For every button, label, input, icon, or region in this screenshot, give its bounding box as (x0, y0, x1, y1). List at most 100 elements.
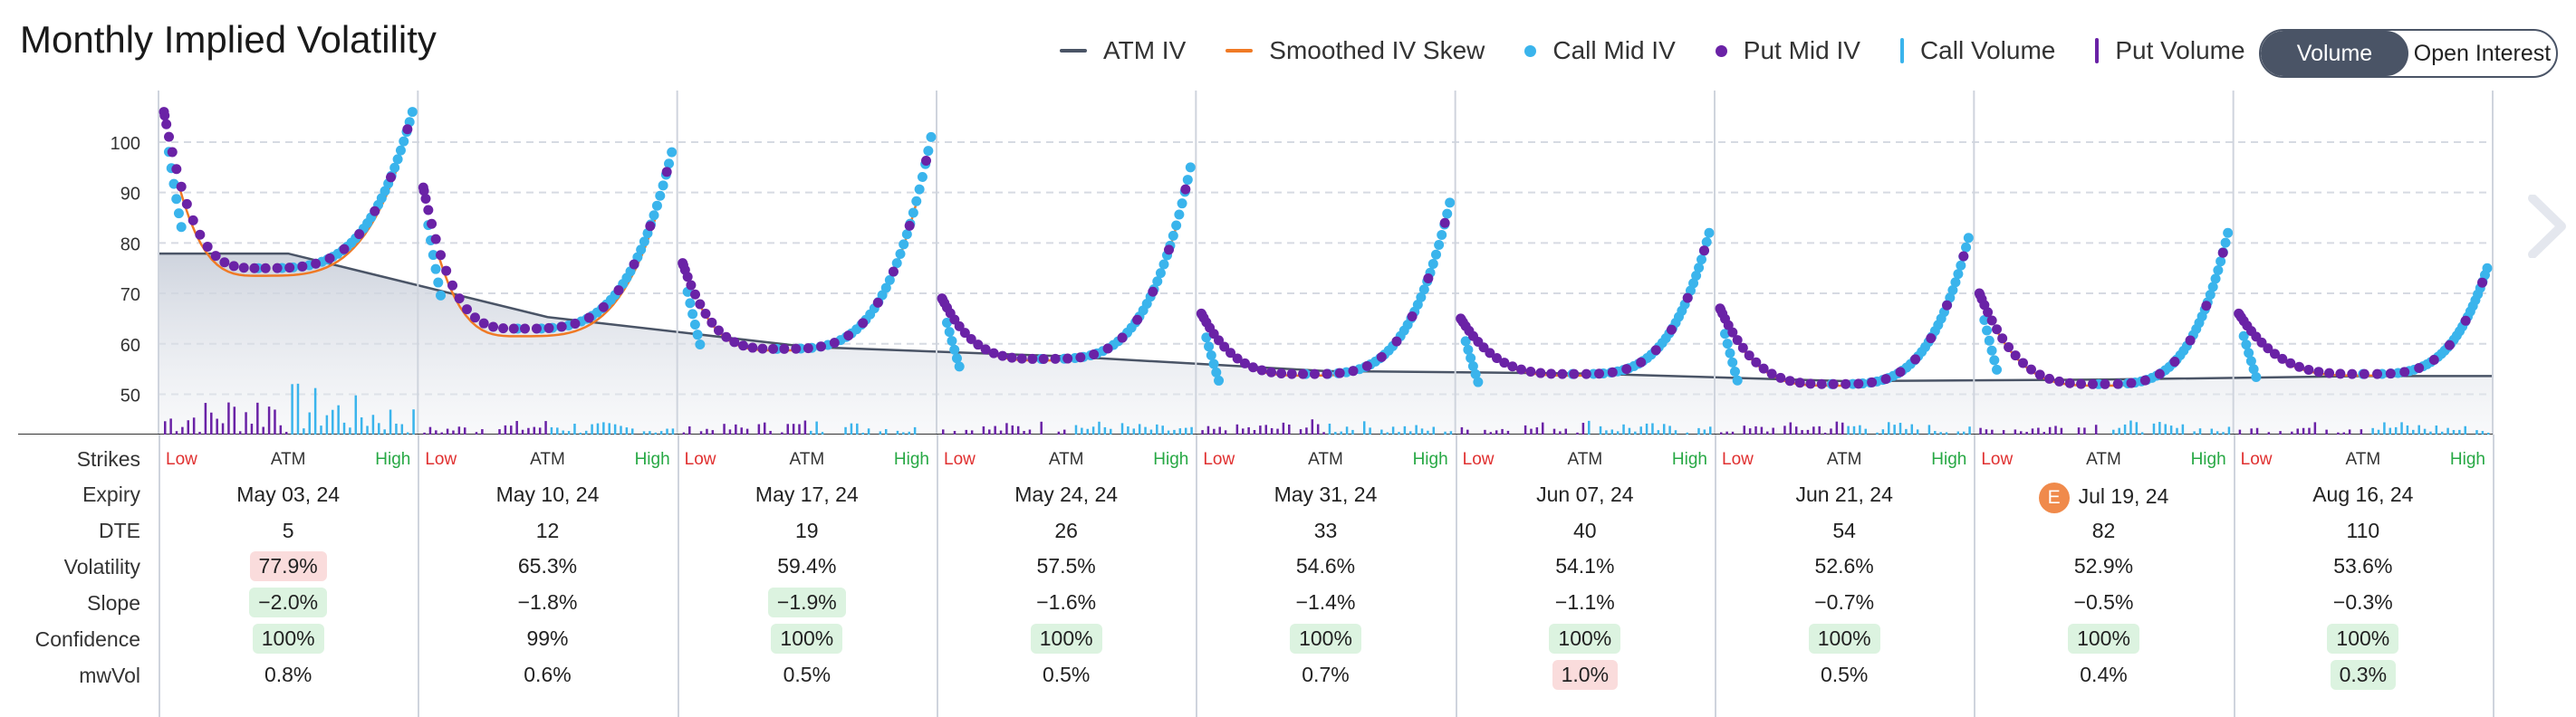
put-iv-point (461, 304, 472, 315)
call-iv-point (1691, 270, 1702, 281)
table-divider (159, 435, 160, 717)
legend-item[interactable]: Call Volume (1899, 36, 2055, 65)
legend-item[interactable]: Smoothed IV Skew (1226, 36, 1485, 65)
legend-item[interactable]: Put Mid IV (1715, 36, 1860, 65)
strike-high-label: High (1412, 450, 1448, 469)
put-iv-point (1744, 350, 1754, 361)
value-pill: 1.0% (1552, 660, 1619, 690)
put-iv-point (829, 338, 840, 349)
volume-bar (423, 432, 426, 435)
open-interest-toggle-button[interactable]: Open Interest (2413, 40, 2552, 66)
volume-toggle-button[interactable]: Volume (2261, 31, 2408, 76)
volume-bar (435, 430, 437, 435)
volume-bar (942, 429, 945, 435)
volume-bar (1927, 425, 1931, 435)
row-label-slope: Slope (87, 591, 140, 615)
put-iv-point (966, 333, 976, 344)
call-iv-point (667, 147, 678, 158)
call-iv-point (2207, 282, 2218, 292)
volume-bar (1697, 427, 1700, 435)
volume-bar (1391, 426, 1395, 435)
earnings-badge-icon[interactable]: E (2038, 483, 2070, 513)
dte-cell: 19 (795, 519, 819, 542)
volume-bar (325, 415, 329, 435)
confidence-cell: 100% (1196, 624, 1455, 654)
volume-bar (2077, 427, 2081, 435)
put-iv-point (1737, 342, 1748, 353)
call-iv-point (2216, 256, 2226, 267)
volatility-cell: 54.1% (1456, 551, 1715, 581)
call-iv-point (877, 290, 888, 301)
volume-bar (1420, 428, 1424, 435)
legend-item[interactable]: Put Volume (2095, 36, 2245, 65)
put-iv-point (689, 289, 700, 300)
call-iv-point (1182, 175, 1193, 186)
put-iv-point (1594, 368, 1605, 379)
volume-bar (2337, 432, 2340, 435)
put-iv-point (447, 280, 458, 291)
volume-bar (1806, 429, 1810, 435)
volume-bar (527, 427, 530, 435)
volume-bar (613, 424, 617, 435)
call-iv-point (1704, 227, 1715, 238)
strike-low-label: Low (2240, 450, 2273, 469)
volume-bar (1380, 429, 1383, 435)
slope-cell: −0.7% (1715, 588, 1974, 617)
call-iv-point (1722, 339, 1733, 349)
put-iv-point (1682, 292, 1693, 303)
expiry-cell: May 10, 24 (418, 483, 677, 507)
volume-bar (2227, 426, 2231, 435)
volume-bar (2435, 425, 2438, 435)
call-iv-point (1694, 263, 1705, 273)
volume-bar (1841, 422, 1844, 435)
volume-bar (383, 429, 386, 435)
smoothed-skew-line (1215, 259, 1437, 378)
volume-bar (2458, 429, 2461, 435)
put-iv-point (2017, 358, 2028, 368)
expiry-cell: May 24, 24 (937, 483, 1196, 507)
slope-cell: −1.9% (678, 588, 937, 617)
next-chevron-icon[interactable] (2527, 195, 2567, 258)
call-iv-point (1463, 344, 1474, 355)
strike-high-label: High (1153, 450, 1189, 469)
volume-bar (238, 431, 242, 435)
volume-bar (1893, 425, 1896, 435)
put-iv-point (1038, 353, 1049, 364)
call-iv-point (2223, 227, 2234, 238)
y-tick-label: 100 (111, 134, 140, 154)
put-iv-point (1499, 358, 1510, 368)
put-iv-point (1439, 217, 1450, 228)
volume-bar (2158, 422, 2161, 435)
put-iv-point (543, 322, 554, 333)
volatility-cell: 52.9% (1974, 551, 2233, 581)
call-iv-point (692, 330, 703, 340)
put-iv-point (1132, 314, 1143, 325)
put-iv-point (2004, 341, 2014, 352)
volume-bar (175, 431, 178, 435)
volume-bar (2267, 432, 2271, 435)
value-pill: 100% (771, 624, 843, 654)
volume-bar (169, 418, 172, 435)
call-iv-point (2210, 273, 2221, 284)
volume-bar (982, 425, 985, 435)
mwvol-cell: 0.4% (1974, 660, 2233, 690)
put-iv-point (661, 167, 672, 177)
put-iv-point (311, 258, 322, 269)
legend-item[interactable]: Call Mid IV (1524, 36, 1676, 65)
value-pill: 0.7% (1302, 663, 1350, 686)
call-iv-point (1155, 268, 1166, 279)
volume-bar (2002, 430, 2005, 435)
legend-item[interactable]: ATM IV (1060, 36, 1186, 65)
slope-cell: −0.5% (1974, 588, 2233, 617)
volume-bar (262, 426, 264, 435)
volume-bar (406, 432, 409, 435)
value-pill: 65.3% (517, 554, 578, 578)
put-iv-point (556, 321, 567, 332)
volume-bar (2342, 432, 2346, 435)
volume-bar (400, 424, 404, 435)
dte-cell: 82 (2091, 519, 2116, 542)
volume-oi-toggle[interactable]: Volume Open Interest (2259, 29, 2558, 78)
volume-bar (2481, 431, 2485, 435)
volume-bar (1725, 431, 1728, 435)
put-iv-point (757, 343, 768, 354)
